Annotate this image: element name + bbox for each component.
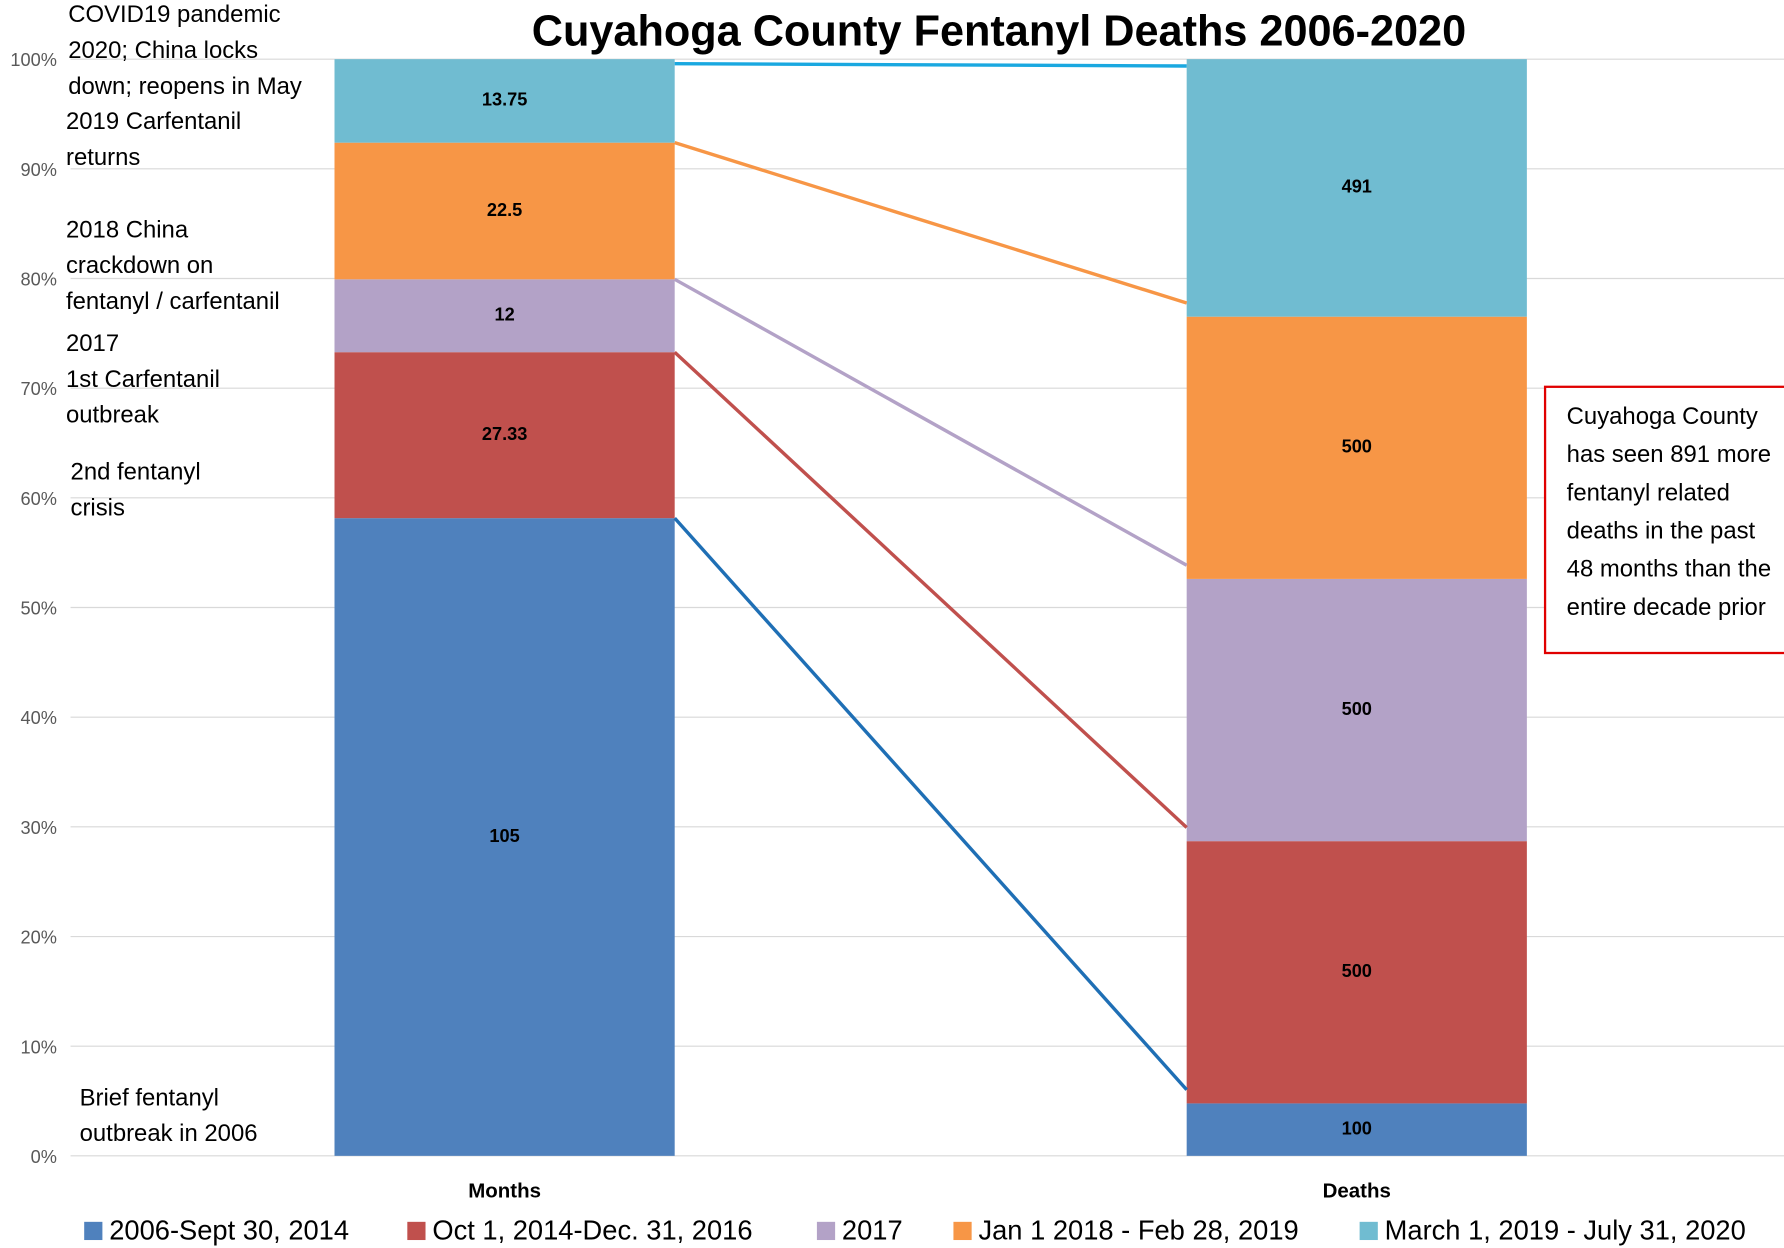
legend-swatch (407, 1221, 426, 1241)
y-tick-label: 10% (20, 1037, 56, 1057)
callout-text: 48 months than the (1567, 556, 1771, 583)
data-label: 100 (1342, 1118, 1372, 1138)
bar-segment (1186, 59, 1527, 317)
bar-segment (334, 518, 675, 1156)
data-label: 500 (1342, 437, 1372, 457)
callout-box (1543, 385, 1784, 655)
data-label: 13.75 (482, 90, 528, 110)
annotation: outbreak in 2006 (80, 1120, 258, 1147)
bar-segment (334, 142, 675, 280)
annotation: down; reopens in May (68, 73, 302, 100)
data-label: 22.5 (487, 200, 522, 220)
bar-segment (334, 59, 675, 143)
bar-segment (1186, 578, 1527, 842)
y-tick-label: 0% (31, 1147, 57, 1167)
series-line (673, 350, 1188, 829)
legend-swatch (1359, 1221, 1378, 1241)
data-label: 12 (494, 305, 514, 325)
data-label: 105 (489, 826, 519, 846)
y-tick-label: 70% (20, 379, 56, 399)
data-label: 500 (1342, 961, 1372, 981)
legend-swatch (84, 1221, 103, 1241)
legend-label: Oct 1, 2014-Dec. 31, 2016 (432, 1214, 752, 1245)
annotation: 2020; China locks (68, 37, 258, 64)
annotation: Brief fentanyl (80, 1084, 219, 1111)
bar-segment (1186, 1103, 1527, 1156)
y-tick-label: 80% (20, 270, 56, 290)
x-tick-label: Deaths (1323, 1180, 1391, 1203)
legend-label: Jan 1 2018 - Feb 28, 2019 (978, 1214, 1298, 1245)
annotation: outbreak (66, 402, 159, 429)
annotation: crackdown on (66, 252, 213, 279)
annotation: 2nd fentanyl (71, 459, 201, 486)
callout-text: Cuyahoga County (1567, 403, 1758, 430)
data-label: 27.33 (482, 424, 528, 444)
y-tick-label: 30% (20, 818, 56, 838)
x-tick-label: Months (468, 1180, 541, 1203)
annotation: 2019 Carfentanil (66, 108, 241, 135)
bar-segment (334, 352, 675, 519)
bar-segment (1186, 316, 1527, 579)
y-tick-label: 100% (10, 50, 57, 70)
callout-text: fentanyl related (1567, 479, 1730, 506)
annotation: crisis (71, 494, 125, 521)
y-tick-label: 50% (20, 599, 56, 619)
series-line (673, 517, 1188, 1091)
callout-text: deaths in the past (1567, 518, 1756, 545)
data-label: 491 (1342, 177, 1372, 197)
legend-swatch (816, 1221, 836, 1241)
series-line (674, 62, 1187, 68)
bar-segment (334, 279, 675, 353)
y-tick-label: 60% (20, 489, 56, 509)
series-line (673, 277, 1188, 567)
annotation: 2017 (66, 330, 119, 357)
legend-label: 2017 (842, 1214, 903, 1245)
legend-swatch (953, 1221, 972, 1241)
annotation: COVID19 pandemic (68, 1, 280, 28)
bar-segment (1186, 841, 1527, 1104)
chart-title: Cuyahoga County Fentanyl Deaths 2006-202… (532, 8, 1466, 56)
legend-label: March 1, 2019 - July 31, 2020 (1385, 1214, 1746, 1245)
callout-text: entire decade prior (1567, 594, 1766, 621)
data-label: 500 (1342, 699, 1372, 719)
callout-text: has seen 891 more (1567, 441, 1771, 468)
series-line (674, 141, 1188, 305)
annotation: 2018 China (66, 216, 189, 243)
y-tick-label: 90% (20, 160, 56, 180)
annotation: returns (66, 144, 140, 171)
y-tick-label: 40% (20, 708, 56, 728)
y-tick-label: 20% (20, 928, 56, 948)
annotation: 1st Carfentanil (66, 366, 220, 393)
annotation: fentanyl / carfentanil (66, 288, 280, 315)
legend-label: 2006-Sept 30, 2014 (109, 1214, 349, 1245)
